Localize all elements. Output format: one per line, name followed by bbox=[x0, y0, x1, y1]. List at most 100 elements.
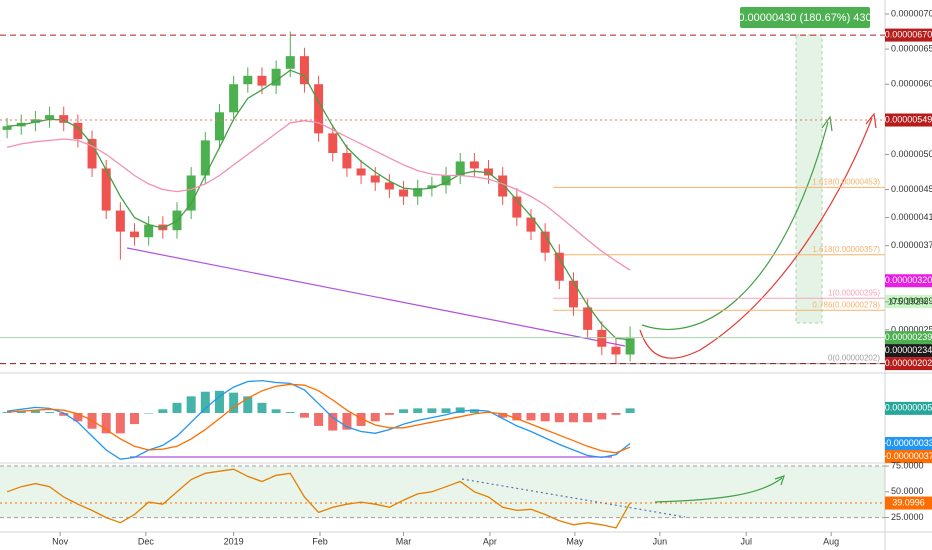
price-tag bbox=[885, 437, 932, 451]
candle-body bbox=[186, 175, 196, 211]
price-tag-label: 0.00000234 bbox=[885, 345, 932, 355]
rsi-band bbox=[0, 466, 885, 518]
measure-range bbox=[795, 34, 823, 324]
x-tick-label: Jun bbox=[653, 536, 668, 546]
series-line bbox=[7, 383, 631, 454]
histogram-bar bbox=[342, 412, 352, 430]
arrow-head bbox=[774, 475, 785, 486]
series-line bbox=[6, 468, 631, 529]
x-tick-label: Feb bbox=[312, 536, 328, 546]
price-tag bbox=[885, 331, 932, 345]
price-tag-label: 0.00000202 bbox=[885, 358, 932, 368]
price-tag-label: 0.00000239 bbox=[885, 332, 932, 342]
candle-body bbox=[214, 112, 224, 141]
histogram-bar bbox=[512, 412, 522, 421]
histogram-bar bbox=[625, 408, 635, 413]
price-tag-label: 39.0996 bbox=[892, 497, 925, 507]
y-tick-label: 25.0000 bbox=[891, 512, 924, 522]
histogram-bar bbox=[158, 409, 168, 413]
candle-body bbox=[427, 185, 437, 189]
fib-label: 1.618(0.00000357) bbox=[812, 245, 880, 254]
histogram-bar bbox=[172, 402, 182, 413]
histogram-bar bbox=[285, 412, 295, 413]
candle-body bbox=[625, 338, 635, 355]
histogram-bar bbox=[455, 407, 465, 413]
candle-body bbox=[328, 133, 338, 154]
fib-label: 1(0.00000295) bbox=[828, 288, 880, 297]
candle-body bbox=[285, 56, 295, 69]
histogram-bar bbox=[498, 412, 508, 418]
candle-body bbox=[583, 307, 593, 330]
candle-body bbox=[568, 280, 578, 308]
histogram-bar bbox=[30, 410, 40, 413]
candle-body bbox=[144, 224, 154, 238]
histogram-bar bbox=[2, 412, 12, 413]
x-tick-label: Apr bbox=[483, 536, 497, 546]
candle-body bbox=[455, 161, 465, 176]
candle-body bbox=[441, 175, 451, 186]
fib-label: 0.786(0.00000278) bbox=[812, 300, 880, 309]
arrow-head bbox=[865, 112, 877, 129]
y-tick-label: 75.0000 bbox=[891, 460, 924, 470]
series-line bbox=[7, 379, 631, 460]
candle-body bbox=[370, 175, 380, 183]
candle-body bbox=[229, 84, 239, 113]
candle-body bbox=[597, 329, 607, 347]
candle-body bbox=[498, 175, 508, 197]
price-tag-label: 0.00000320 bbox=[885, 275, 932, 285]
x-tick-label: 2019 bbox=[224, 536, 244, 546]
candle-body bbox=[469, 161, 479, 169]
histogram-bar bbox=[229, 392, 239, 413]
candle-body bbox=[130, 231, 140, 238]
histogram-bar bbox=[441, 408, 451, 413]
candle-body bbox=[342, 153, 352, 169]
price-tag-label: 0.00000005 bbox=[885, 403, 932, 413]
candle-body bbox=[399, 189, 409, 197]
candle-body bbox=[45, 115, 55, 120]
price-tag-label: 0.00000549 bbox=[885, 114, 932, 124]
histogram-bar bbox=[271, 409, 281, 413]
fib-label: 0(0.00000202) bbox=[828, 354, 880, 363]
x-tick-label: Dec bbox=[138, 536, 155, 546]
arrow-head bbox=[821, 115, 833, 132]
histogram-bar bbox=[214, 390, 224, 413]
y-tick-label: 50.0000 bbox=[891, 486, 924, 496]
histogram-bar bbox=[526, 412, 536, 421]
histogram-bar bbox=[427, 408, 437, 413]
candle-body bbox=[271, 68, 281, 86]
candle-body bbox=[115, 210, 125, 232]
candle-body bbox=[87, 138, 97, 169]
histogram-bar bbox=[568, 412, 578, 423]
histogram-bar bbox=[186, 396, 196, 413]
x-tick-label: Nov bbox=[52, 536, 69, 546]
price-tag-label: 0.00000670 bbox=[885, 29, 932, 39]
price-tag-label: -0.00000033 bbox=[883, 438, 932, 448]
histogram-bar bbox=[583, 412, 593, 423]
histogram-bar bbox=[413, 408, 423, 413]
candle-body bbox=[611, 346, 621, 355]
candle-body bbox=[540, 231, 550, 253]
price-tag bbox=[885, 357, 932, 371]
x-tick-label: Mar bbox=[396, 536, 412, 546]
candle-body bbox=[512, 196, 522, 218]
range-label: 175.192% bbox=[888, 296, 929, 306]
candle-body bbox=[200, 140, 210, 176]
candle-body bbox=[384, 182, 394, 190]
histogram-bar bbox=[540, 412, 550, 422]
histogram-bar bbox=[356, 412, 366, 426]
histogram-bar bbox=[257, 402, 267, 413]
histogram-bar bbox=[469, 409, 479, 413]
price-tag bbox=[885, 28, 932, 42]
candle-body bbox=[314, 84, 324, 134]
histogram-bar bbox=[243, 396, 253, 413]
histogram-bar bbox=[328, 412, 338, 431]
candle-body bbox=[413, 188, 423, 197]
histogram-bar bbox=[554, 412, 564, 423]
